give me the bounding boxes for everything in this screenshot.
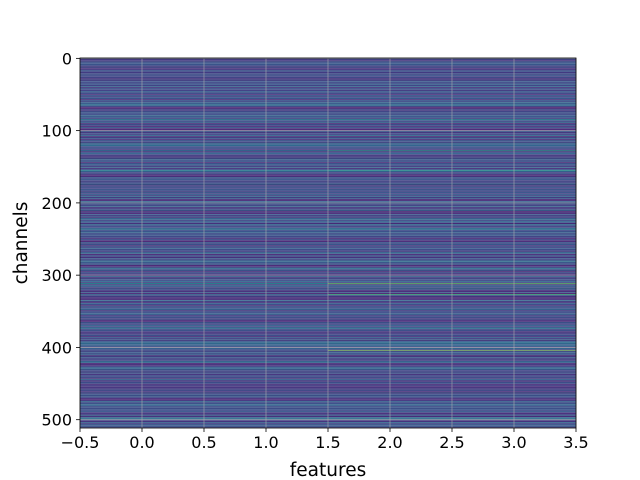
x-axis: −0.5 0.0 0.5 1.0 1.5 2.0 2.5 3.0 3.5 <box>61 428 589 452</box>
y-tick-label: 300 <box>41 266 72 285</box>
y-axis-title: channels <box>11 202 32 285</box>
y-tick-label: 0 <box>62 49 72 68</box>
y-tick-label: 500 <box>41 411 72 430</box>
y-tick-label: 100 <box>41 122 72 141</box>
x-tick-label: 1.0 <box>253 433 278 452</box>
x-tick-label: 3.0 <box>501 433 526 452</box>
x-axis-title: features <box>290 460 366 480</box>
x-tick-label: 2.0 <box>377 433 402 452</box>
x-tick-label: 0.5 <box>191 433 216 452</box>
x-tick-label: 3.5 <box>563 433 588 452</box>
y-tick-label: 400 <box>41 338 72 357</box>
x-tick-label: 1.5 <box>315 433 340 452</box>
x-tick-label: −0.5 <box>61 433 100 452</box>
y-axis: 0 100 200 300 400 500 <box>41 49 80 430</box>
x-tick-label: 2.5 <box>439 433 464 452</box>
x-tick-label: 0.0 <box>129 433 154 452</box>
y-tick-label: 200 <box>41 194 72 213</box>
